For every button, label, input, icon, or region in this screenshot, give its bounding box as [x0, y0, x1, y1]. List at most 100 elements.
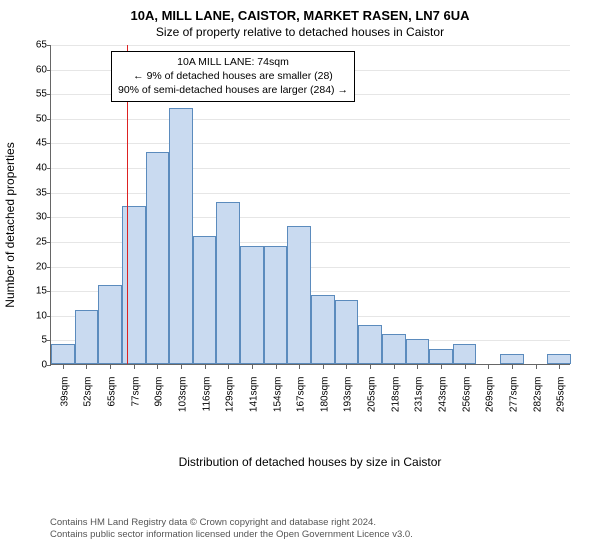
- y-tick-label: 25: [21, 236, 47, 247]
- x-tick: [536, 365, 537, 369]
- y-tick: [47, 267, 51, 268]
- histogram-bar: [547, 354, 571, 364]
- y-tick-label: 5: [21, 335, 47, 346]
- histogram-bar: [406, 339, 430, 364]
- histogram-bar: [122, 206, 146, 364]
- histogram-bar: [51, 344, 75, 364]
- x-axis-label: Distribution of detached houses by size …: [50, 455, 570, 469]
- histogram-bar: [264, 246, 288, 364]
- x-tick-label: 77sqm: [130, 377, 141, 427]
- annotation-line: 90% of semi-detached houses are larger (…: [118, 83, 348, 97]
- x-tick: [86, 365, 87, 369]
- x-tick: [441, 365, 442, 369]
- x-tick-label: 141sqm: [248, 377, 259, 427]
- y-tick: [47, 365, 51, 366]
- x-tick: [63, 365, 64, 369]
- x-tick: [417, 365, 418, 369]
- y-tick: [47, 143, 51, 144]
- plot-area: 10A MILL LANE: 74sqm ← 9% of detached ho…: [50, 45, 570, 365]
- x-tick-label: 205sqm: [367, 377, 378, 427]
- x-tick-label: 52sqm: [83, 377, 94, 427]
- attribution-line: Contains HM Land Registry data © Crown c…: [50, 517, 600, 529]
- x-tick: [488, 365, 489, 369]
- y-tick-label: 0: [21, 360, 47, 371]
- attribution-line: Contains public sector information licen…: [50, 529, 600, 541]
- x-tick: [157, 365, 158, 369]
- chart-subtitle: Size of property relative to detached ho…: [0, 25, 600, 39]
- x-tick: [394, 365, 395, 369]
- histogram-chart: Number of detached properties 10A MILL L…: [50, 45, 570, 405]
- grid-line: [51, 119, 570, 120]
- x-tick: [465, 365, 466, 369]
- x-tick-label: 282sqm: [532, 377, 543, 427]
- x-tick: [299, 365, 300, 369]
- x-tick-label: 39sqm: [59, 377, 70, 427]
- x-tick-label: 167sqm: [296, 377, 307, 427]
- grid-line: [51, 168, 570, 169]
- y-tick-label: 55: [21, 89, 47, 100]
- y-axis-label: Number of detached properties: [3, 142, 17, 307]
- histogram-bar: [382, 334, 406, 364]
- y-tick: [47, 291, 51, 292]
- x-tick-label: 256sqm: [461, 377, 472, 427]
- y-tick: [47, 168, 51, 169]
- grid-line: [51, 193, 570, 194]
- y-tick-label: 50: [21, 113, 47, 124]
- x-tick-label: 103sqm: [178, 377, 189, 427]
- x-tick-label: 295sqm: [556, 377, 567, 427]
- annotation-line: 10A MILL LANE: 74sqm: [118, 55, 348, 69]
- y-tick-label: 10: [21, 310, 47, 321]
- histogram-bar: [146, 152, 170, 364]
- x-tick-label: 65sqm: [107, 377, 118, 427]
- y-tick: [47, 45, 51, 46]
- y-tick: [47, 340, 51, 341]
- y-tick: [47, 316, 51, 317]
- x-tick-label: 180sqm: [319, 377, 330, 427]
- y-tick-label: 65: [21, 40, 47, 51]
- x-tick-label: 193sqm: [343, 377, 354, 427]
- grid-line: [51, 45, 570, 46]
- histogram-bar: [287, 226, 311, 364]
- x-tick: [323, 365, 324, 369]
- x-tick-label: 154sqm: [272, 377, 283, 427]
- x-tick: [228, 365, 229, 369]
- y-tick-label: 35: [21, 187, 47, 198]
- x-tick-label: 116sqm: [201, 377, 212, 427]
- x-tick: [134, 365, 135, 369]
- histogram-bar: [500, 354, 524, 364]
- y-tick: [47, 217, 51, 218]
- histogram-bar: [453, 344, 477, 364]
- histogram-bar: [335, 300, 359, 364]
- histogram-bar: [358, 325, 382, 364]
- y-tick: [47, 70, 51, 71]
- x-tick-label: 231sqm: [414, 377, 425, 427]
- x-tick: [370, 365, 371, 369]
- y-tick: [47, 119, 51, 120]
- y-tick-label: 40: [21, 163, 47, 174]
- y-tick-label: 30: [21, 212, 47, 223]
- x-tick-label: 129sqm: [225, 377, 236, 427]
- annotation-box: 10A MILL LANE: 74sqm ← 9% of detached ho…: [111, 51, 355, 102]
- histogram-bar: [216, 202, 240, 364]
- annotation-line: ← 9% of detached houses are smaller (28): [118, 69, 348, 83]
- histogram-bar: [75, 310, 99, 364]
- histogram-bar: [193, 236, 217, 364]
- x-tick-label: 218sqm: [390, 377, 401, 427]
- x-tick: [110, 365, 111, 369]
- y-tick-label: 60: [21, 64, 47, 75]
- x-tick-label: 269sqm: [485, 377, 496, 427]
- grid-line: [51, 143, 570, 144]
- x-tick: [346, 365, 347, 369]
- y-tick: [47, 193, 51, 194]
- histogram-bar: [240, 246, 264, 364]
- x-tick-label: 277sqm: [508, 377, 519, 427]
- x-tick: [559, 365, 560, 369]
- y-tick-label: 20: [21, 261, 47, 272]
- data-attribution: Contains HM Land Registry data © Crown c…: [50, 517, 600, 542]
- histogram-bar: [429, 349, 453, 364]
- chart-title: 10A, MILL LANE, CAISTOR, MARKET RASEN, L…: [0, 8, 600, 23]
- x-tick: [181, 365, 182, 369]
- histogram-bar: [311, 295, 335, 364]
- x-tick-label: 90sqm: [154, 377, 165, 427]
- x-tick: [512, 365, 513, 369]
